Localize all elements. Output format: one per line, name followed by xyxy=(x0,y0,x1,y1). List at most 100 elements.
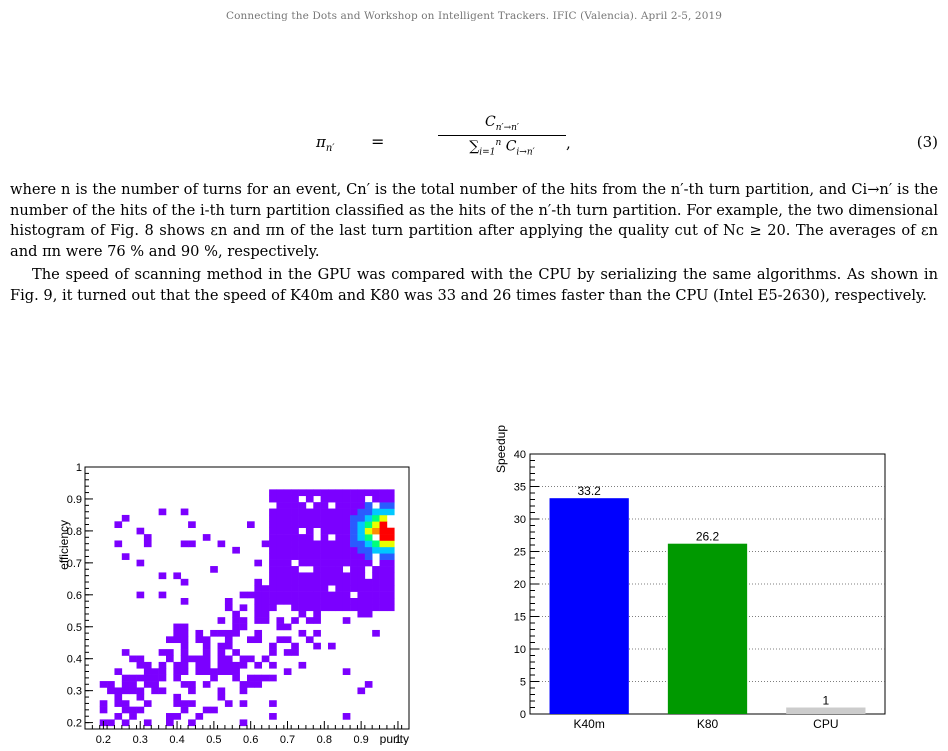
equation-denominator: ∑i=1n Ci→n′ xyxy=(469,137,535,158)
heatmap-cell xyxy=(320,534,329,541)
heatmap-cell xyxy=(320,540,329,548)
bar-chart-ytick-label: 0 xyxy=(520,709,526,721)
heatmap-xtick-label: 0.2 xyxy=(96,734,111,745)
heatmap-cell xyxy=(342,713,351,720)
bar-chart-ytick-label: 20 xyxy=(514,579,526,591)
heatmap-cell xyxy=(210,629,218,637)
heatmap-cell xyxy=(254,591,263,599)
heatmap-cell xyxy=(342,598,351,605)
heatmap-cell xyxy=(357,578,366,586)
heatmap-cell xyxy=(342,540,351,548)
heatmap-cell xyxy=(379,495,388,503)
heatmap-cell xyxy=(269,508,277,516)
heatmap-cell xyxy=(247,674,255,682)
heatmap-cell xyxy=(291,572,299,580)
heatmap-cell xyxy=(364,508,373,516)
heatmap-cell xyxy=(357,540,366,548)
heatmap-cell xyxy=(254,661,263,669)
speedup-bar-chart: 33.2 26.2 1 0 5 10 15 20 25 30 35 40 K40m K80 CPU Spe… xyxy=(494,425,886,731)
heatmap-cell xyxy=(254,681,263,688)
heatmap-ytick-label: 0.2 xyxy=(67,718,82,730)
heatmap-cell xyxy=(99,700,108,707)
heatmap-cell xyxy=(224,636,233,644)
heatmap-cell xyxy=(232,623,240,631)
heatmap-cell xyxy=(114,540,123,548)
heatmap-cell xyxy=(305,604,314,612)
heatmap-cell xyxy=(379,546,388,554)
heatmap-cell xyxy=(342,508,351,516)
heatmap-cell xyxy=(283,540,292,548)
heatmap-cell xyxy=(350,495,358,503)
heatmap-xtick-label: 0.5 xyxy=(206,734,221,745)
heatmap-cell xyxy=(283,514,292,522)
heatmap-xtick-label: 0.6 xyxy=(243,734,258,745)
heatmap-cell xyxy=(291,591,299,599)
heatmap-cell xyxy=(158,649,167,656)
heatmap-cell xyxy=(202,668,211,675)
heatmap-ytick-label: 0.6 xyxy=(67,590,82,602)
heatmap-cell xyxy=(305,546,314,554)
heatmap-cell xyxy=(335,553,344,560)
heatmap-cell xyxy=(313,629,321,637)
heatmap-cell xyxy=(283,553,292,560)
heatmap-cell xyxy=(320,598,329,605)
heatmap-cell xyxy=(232,649,240,656)
heatmap-cell xyxy=(291,553,299,560)
heatmap-cell xyxy=(305,553,314,560)
heatmap-cell xyxy=(224,668,233,675)
bar-k80 xyxy=(667,543,748,714)
heatmap-cell xyxy=(350,578,358,586)
heatmap-cell xyxy=(372,495,380,503)
heatmap-cell xyxy=(342,559,351,567)
heatmap-cell xyxy=(320,578,329,586)
heatmap-cell xyxy=(180,661,189,669)
heatmap-cell xyxy=(291,521,299,529)
bar-value-label: 1 xyxy=(822,694,829,708)
heatmap-cell xyxy=(180,668,189,675)
heatmap-ytick-label: 0.5 xyxy=(67,622,82,634)
heatmap-cell xyxy=(217,629,226,637)
heatmap-cell xyxy=(107,687,115,695)
heatmap-cell xyxy=(129,655,137,663)
heatmap-cell xyxy=(202,706,211,714)
heatmap-cell xyxy=(386,540,395,548)
heatmap-cell xyxy=(305,495,314,503)
heatmap-cell xyxy=(357,521,366,529)
heatmap-cell xyxy=(313,553,321,560)
heatmap-ytick-label: 0.3 xyxy=(67,686,82,698)
heatmap-cell xyxy=(136,559,145,567)
heatmap-cell xyxy=(372,572,380,580)
heatmap-cell xyxy=(143,674,152,682)
efficiency-purity-histogram: 0.2 0.3 0.4 0.5 0.6 0.7 0.8 0.9 1 0.2 0.3 0.4 0.5 0.6… xyxy=(57,462,410,745)
heatmap-cell xyxy=(173,623,182,631)
equation-number: (3) xyxy=(916,133,938,151)
heatmap-cell xyxy=(335,578,344,586)
heatmap-cell xyxy=(328,521,336,529)
heatmap-cell xyxy=(298,591,307,599)
heatmap-cell xyxy=(298,610,307,618)
heatmap-cell xyxy=(350,598,358,605)
bar-category-label: K40m xyxy=(573,717,604,731)
heatmap-cell xyxy=(372,514,380,522)
heatmap-cell xyxy=(136,591,145,599)
heatmap-cell xyxy=(357,553,366,560)
heatmap-cell xyxy=(364,540,373,548)
heatmap-cell xyxy=(261,540,270,548)
heatmap-cell xyxy=(298,521,307,529)
heatmap-cell xyxy=(232,610,240,618)
heatmap-cell xyxy=(232,674,240,682)
heatmap-cell xyxy=(136,655,145,663)
heatmap-cell xyxy=(239,623,248,631)
heatmap-cell xyxy=(283,591,292,599)
heatmap-cell xyxy=(180,629,189,637)
heatmap-cell xyxy=(143,700,152,707)
heatmap-cell xyxy=(357,534,366,541)
bar-category-label: K80 xyxy=(697,717,719,731)
heatmap-cell xyxy=(283,585,292,592)
heatmap-cell xyxy=(372,527,380,535)
heatmap-cell xyxy=(305,585,314,592)
heatmap-cell xyxy=(372,629,380,637)
heatmap-cell xyxy=(298,585,307,592)
heatmap-ytick-label: 0.7 xyxy=(67,558,82,570)
heatmap-cell xyxy=(335,591,344,599)
